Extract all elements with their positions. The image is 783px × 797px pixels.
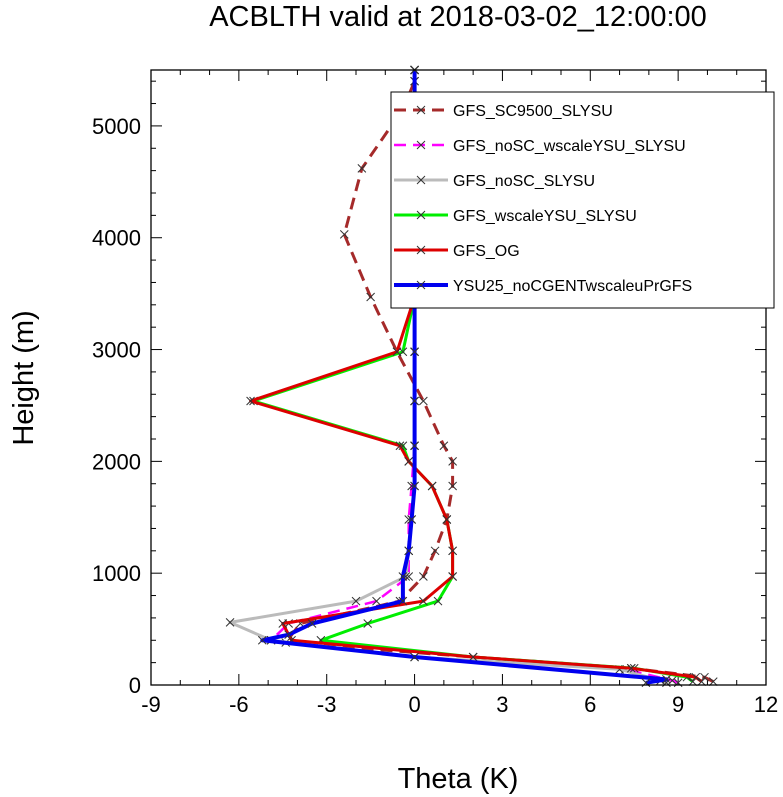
- data-point: [372, 596, 381, 606]
- data-point: [688, 677, 698, 686]
- legend-entry: GFS_OG: [394, 243, 520, 260]
- legend-label: GFS_OG: [453, 243, 520, 260]
- data-point: [410, 396, 419, 406]
- data-point: [357, 164, 367, 173]
- y-tick-label: 4000: [92, 226, 141, 251]
- data-point: [427, 481, 437, 491]
- legend-marker: [416, 175, 426, 185]
- x-tick-label: -3: [317, 692, 337, 717]
- legend-entry: YSU25_noCGENTwscaleuPrGFS: [394, 278, 692, 295]
- data-point: [410, 347, 419, 357]
- data-point: [404, 457, 414, 466]
- legend-marker: [416, 140, 426, 150]
- chart-title: ACBLTH valid at 2018-03-02_12:00:00: [209, 1, 707, 33]
- legend-label: GFS_noSC_wscaleYSU_SLYSU: [453, 138, 686, 155]
- data-point: [278, 619, 288, 628]
- data-point: [392, 347, 402, 357]
- x-tick-label: 6: [584, 692, 596, 717]
- x-tick-label: 3: [496, 692, 508, 717]
- legend-marker: [416, 245, 426, 255]
- data-point: [410, 481, 419, 491]
- data-point: [419, 596, 428, 606]
- x-tick-label: 0: [408, 692, 420, 717]
- data-point: [433, 596, 443, 606]
- data-point: [225, 618, 235, 627]
- legend-label: GFS_wscaleYSU_SLYSU: [453, 208, 637, 225]
- tick-labels: -9 -6 -3 0 3 6 9 12 0 1000 2000 3000 4000 5000: [92, 114, 778, 717]
- data-point: [708, 677, 718, 686]
- data-point: [468, 652, 478, 662]
- data-point: [284, 630, 293, 640]
- y-tick-label: 0: [129, 673, 141, 698]
- data-point: [395, 441, 405, 451]
- legend-label: GFS_SC9500_SLYSU: [453, 103, 613, 120]
- data-point: [398, 596, 408, 606]
- data-point: [448, 572, 457, 581]
- data-point: [626, 663, 636, 673]
- data-point: [404, 546, 414, 556]
- x-tick-label: -6: [229, 692, 249, 717]
- data-point: [448, 546, 457, 556]
- data-point: [363, 619, 373, 628]
- legend-marker: [416, 280, 426, 290]
- legend-box: [390, 91, 775, 309]
- x-axis-label: Theta (K): [398, 763, 519, 795]
- x-tick-label: -9: [141, 692, 161, 717]
- data-point: [691, 672, 701, 682]
- data-point: [419, 396, 428, 406]
- data-point: [351, 596, 361, 606]
- y-tick-label: 3000: [92, 338, 141, 363]
- legend-entry: GFS_wscaleYSU_SLYSU: [394, 208, 637, 225]
- data-point: [407, 515, 416, 524]
- legend-entry: GFS_noSC_SLYSU: [394, 173, 595, 190]
- data-point: [419, 572, 428, 581]
- data-point: [257, 635, 267, 645]
- data-point: [366, 292, 375, 302]
- data-point: [662, 675, 671, 684]
- data-point: [700, 672, 709, 682]
- data-point: [439, 441, 449, 451]
- legend-marker: [416, 210, 426, 220]
- legend-label: YSU25_noCGENTwscaleuPrGFS: [453, 278, 692, 295]
- y-axis-label: Height (m): [8, 310, 40, 445]
- data-point: [410, 652, 419, 662]
- x-tick-label: 12: [754, 692, 778, 717]
- data-point: [307, 619, 317, 628]
- legend-entry: GFS_noSC_wscaleYSU_SLYSU: [394, 138, 686, 155]
- y-tick-label: 1000: [92, 561, 141, 586]
- legend-marker: [416, 105, 426, 115]
- legend: GFS_SC9500_SLYSU GFS_noSC_wscaleYSU_SLYSU…: [390, 91, 775, 309]
- y-tick-label: 5000: [92, 114, 141, 139]
- data-point: [697, 677, 706, 686]
- data-point: [448, 457, 457, 466]
- data-point: [448, 481, 457, 491]
- data-point: [398, 572, 408, 581]
- legend-label: GFS_noSC_SLYSU: [453, 173, 595, 190]
- legend-entry: GFS_SC9500_SLYSU: [394, 103, 613, 120]
- x-tick-label: 9: [672, 692, 684, 717]
- data-point: [442, 515, 452, 524]
- data-point: [410, 441, 419, 451]
- plot-frame: [150, 69, 767, 686]
- data-point: [339, 230, 349, 239]
- y-tick-label: 2000: [92, 449, 141, 474]
- data-point: [246, 396, 255, 406]
- data-point: [430, 546, 440, 556]
